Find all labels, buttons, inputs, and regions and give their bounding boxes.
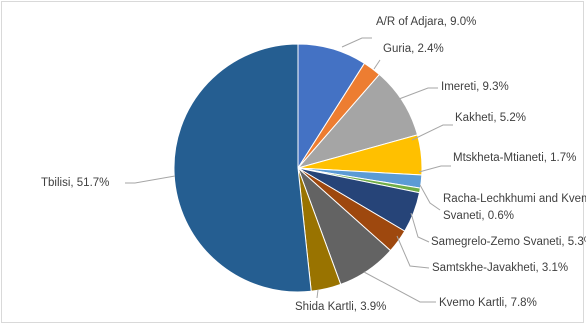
data-label: Samtskhe-Javakheti, 3.1%: [432, 262, 568, 274]
leader-line: [396, 235, 430, 269]
leader-line: [373, 59, 381, 70]
leader-line: [316, 289, 319, 299]
data-label: Mtskheta-Mtianeti, 1.7%: [453, 152, 576, 164]
leader-line: [410, 212, 430, 243]
data-label: Kakheti, 5.2%: [455, 112, 526, 124]
data-label: Guria, 2.4%: [383, 43, 444, 55]
leader-line: [411, 124, 453, 141]
data-label: Samegrelo-Zemo Svaneti, 5.3%: [431, 236, 586, 248]
data-label: Shida Kartli, 3.9%: [295, 301, 386, 313]
leader-line: [363, 271, 436, 303]
data-label: Racha-Lechkhumi and Kvemo Svaneti, 0.6%: [443, 193, 586, 222]
leader-line: [125, 175, 176, 184]
data-label: A/R of Adjara, 9.0%: [376, 16, 476, 28]
data-label: Imereti, 9.3%: [441, 81, 509, 93]
data-label: Tbilisi, 51.7%: [41, 177, 109, 189]
leader-line: [341, 37, 372, 48]
leader-line: [418, 165, 451, 173]
leader-line: [419, 184, 441, 211]
pie-slices: [173, 43, 423, 293]
leader-lines: [125, 37, 453, 303]
leader-line: [398, 87, 438, 100]
pie-slice-tbilisi: [173, 43, 312, 293]
data-label: Kvemo Kartli, 7.8%: [439, 297, 537, 309]
data-labels: A/R of Adjara, 9.0% Guria, 2.4% Imereti, 9…: [41, 16, 586, 313]
